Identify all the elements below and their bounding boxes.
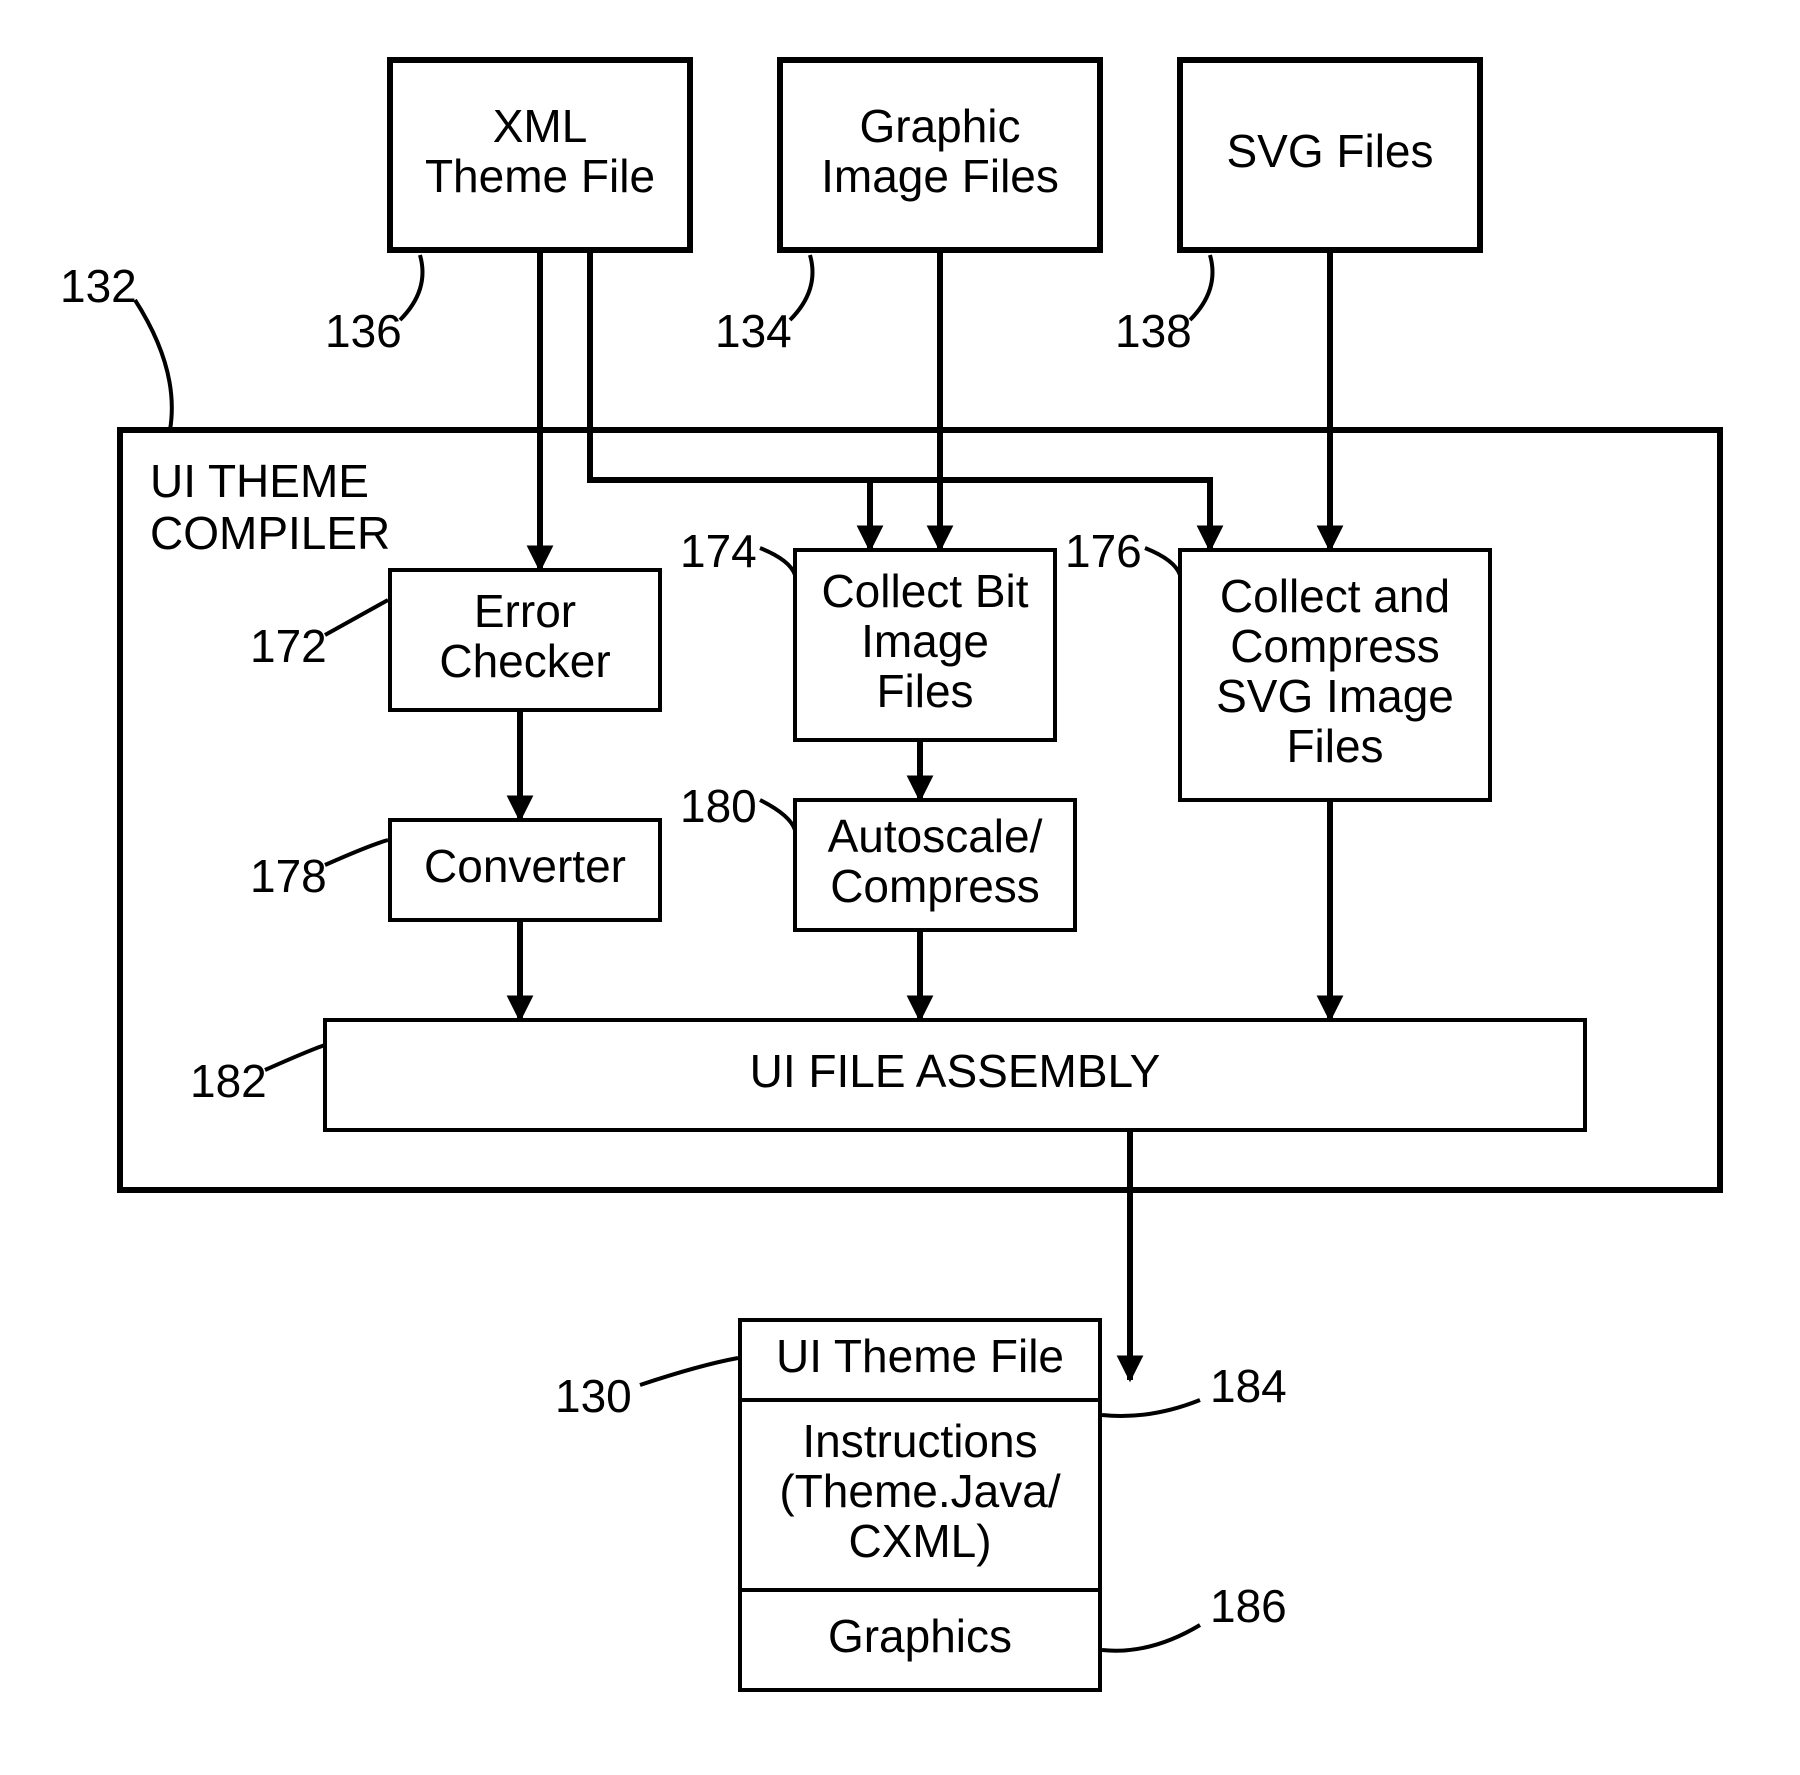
node-label-conv: Converter <box>424 840 626 892</box>
ref-number-138: 138 <box>1115 305 1192 357</box>
ref-number-134: 134 <box>715 305 792 357</box>
node-label-out_instr: (Theme.Java/ <box>779 1465 1060 1517</box>
node-label-out_instr: Instructions <box>802 1415 1037 1467</box>
node-label-collectsvg: Compress <box>1230 620 1440 672</box>
node-label-xml: Theme File <box>425 150 655 202</box>
node-label-collectbit: Files <box>876 665 973 717</box>
ref-leader-138 <box>1190 255 1213 320</box>
node-label-out_instr: CXML) <box>848 1515 991 1567</box>
ref-number-182: 182 <box>190 1055 267 1107</box>
ref-leader-130 <box>640 1358 738 1385</box>
node-label-collectsvg: SVG Image <box>1216 670 1454 722</box>
node-label-out_title: UI Theme File <box>776 1330 1064 1382</box>
container-title: UI THEME <box>150 455 369 507</box>
ref-leader-132 <box>135 300 172 430</box>
ref-number-172: 172 <box>250 620 327 672</box>
ref-number-186: 186 <box>1210 1580 1287 1632</box>
ref-number-136: 136 <box>325 305 402 357</box>
ref-number-184: 184 <box>1210 1360 1287 1412</box>
ref-leader-136 <box>400 255 423 320</box>
ref-number-132: 132 <box>60 260 137 312</box>
node-label-gif: Graphic <box>859 100 1020 152</box>
node-label-collectsvg: Files <box>1286 720 1383 772</box>
ref-number-130: 130 <box>555 1370 632 1422</box>
ref-leader-134 <box>790 255 813 320</box>
ref-leader-186 <box>1102 1625 1200 1651</box>
node-label-xml: XML <box>493 100 588 152</box>
ref-number-178: 178 <box>250 850 327 902</box>
ref-leader-184 <box>1102 1400 1200 1416</box>
node-label-err: Checker <box>439 635 610 687</box>
node-label-collectbit: Image <box>861 615 989 667</box>
node-label-auto: Autoscale/ <box>828 810 1043 862</box>
node-label-out_gfx: Graphics <box>828 1610 1012 1662</box>
node-label-svg: SVG Files <box>1226 125 1433 177</box>
ref-number-174: 174 <box>680 525 757 577</box>
node-label-collectsvg: Collect and <box>1220 570 1450 622</box>
node-label-err: Error <box>474 585 576 637</box>
node-label-gif: Image Files <box>821 150 1059 202</box>
ref-number-180: 180 <box>680 780 757 832</box>
node-label-assembly: UI FILE ASSEMBLY <box>750 1045 1161 1097</box>
ref-number-176: 176 <box>1065 525 1142 577</box>
container-title: COMPILER <box>150 507 390 559</box>
node-label-auto: Compress <box>830 860 1040 912</box>
node-label-collectbit: Collect Bit <box>821 565 1028 617</box>
